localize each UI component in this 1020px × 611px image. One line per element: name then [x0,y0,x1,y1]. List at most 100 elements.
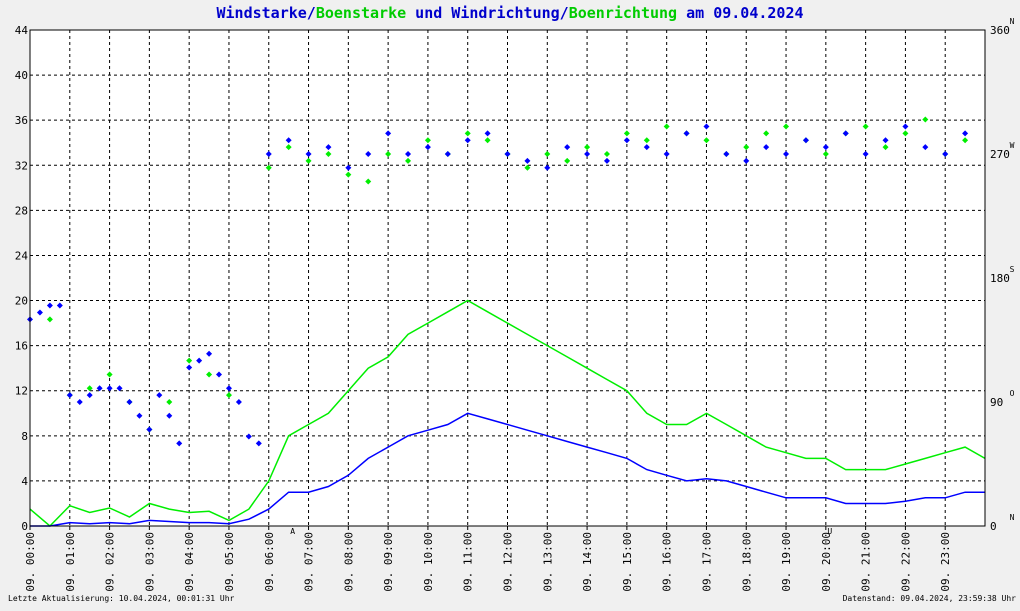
wind-direction-point [444,151,451,157]
gust-direction-point [464,130,471,137]
time-marker-label: A [290,527,295,536]
y-right-direction-label: S [1010,265,1015,274]
gust-direction-point [862,123,869,130]
gust-direction-point [106,371,113,378]
chart-title: Windstarke/Boenstarke und Windrichtung/B… [216,4,803,22]
wind-direction-point [285,137,292,144]
y-left-tick-label: 12 [15,385,28,398]
wind-direction-point [235,399,242,405]
title-part-6: Boenrichtung [569,4,677,22]
y-left-tick-label: 36 [15,114,28,127]
wind-direction-point [196,357,203,364]
wind-direction-point [225,385,232,392]
gust-direction-point [663,123,670,130]
footer-data-status: Datenstand: 09.04.2024, 23:59:38 Uhr [843,594,1017,603]
wind-direction-point [66,392,73,399]
wind-direction-point [206,350,213,357]
wind-direction-point [166,412,173,419]
wind-direction-point [385,130,392,137]
wind-direction-point [56,302,63,309]
gust-direction-point [265,164,272,171]
x-tick-label: 09. 04:00 [183,532,196,592]
title-part-2: Boenstarke [316,4,406,22]
x-tick-label: 09. 23:00 [939,532,952,592]
gust-direction-point [424,137,431,144]
wind-direction-point [325,144,332,151]
gust-direction-point [603,151,610,157]
wind-direction-point [783,151,790,157]
title-part-5: / [560,4,569,22]
wind-line [30,412,985,527]
wind-direction-point [365,151,372,157]
gust-direction-point [743,144,750,151]
wind-direction-point [36,309,43,316]
wind-direction-point [584,151,591,157]
wind-direction-point [743,157,750,164]
title-part-3: und [406,4,451,22]
gust-direction-point [405,157,412,164]
wind-direction-point [544,164,551,171]
wind-direction-point [942,151,949,157]
x-tick-label: 09. 21:00 [860,532,873,592]
x-tick-label: 09. 19:00 [780,532,793,592]
axes: 0481216202428323640440N90O180S270W360N09… [15,17,1015,592]
y-right-direction-label: N [1010,513,1015,522]
y-right-tick-label: 360 [990,24,1010,37]
wind-direction-point [86,392,93,399]
x-tick-label: 09. 17:00 [700,532,713,592]
wind-direction-point [623,137,630,144]
x-tick-label: 09. 10:00 [422,532,435,592]
y-left-tick-label: 32 [15,159,28,172]
title-part-7: am 09.04.2024 [677,4,803,22]
x-tick-label: 09. 15:00 [621,532,634,592]
wind-direction-point [802,137,809,144]
x-tick-label: 09. 20:00 [820,532,833,592]
gust-direction-point [783,123,790,130]
x-tick-label: 09. 05:00 [223,532,236,592]
x-tick-label: 09. 03:00 [143,532,156,592]
gust-series [29,299,986,528]
y-right-tick-label: 180 [990,272,1010,285]
y-right-direction-label: W [1010,141,1015,150]
gust-direction-point [584,144,591,151]
gust-direction-point [544,151,551,157]
y-left-tick-label: 28 [15,204,28,217]
wind-direction-point [524,157,531,164]
gust-direction-point [524,164,531,171]
x-tick-label: 09. 01:00 [64,532,77,592]
gust-direction-point [385,151,392,157]
gust-direction-point [763,130,770,137]
x-tick-label: 09. 00:00 [24,532,37,592]
wind-direction-point [663,151,670,157]
wind-direction-point [116,385,123,392]
grid-lines [29,29,985,527]
y-left-tick-label: 4 [21,475,28,488]
x-tick-label: 09. 07:00 [303,532,316,592]
wind-direction-point [962,130,969,137]
plot-border [29,29,986,527]
gust-direction-point [623,130,630,137]
wind-direction-point [176,440,183,447]
wind-direction-point [822,144,829,151]
gust-direction-point [564,157,571,164]
gust-direction-point [166,399,173,405]
gust-direction-point [484,137,491,144]
gust-direction-point [86,385,93,392]
x-tick-label: 09. 09:00 [382,532,395,592]
gust-direction-point [643,137,650,144]
wind-direction-point [216,371,223,378]
y-left-tick-label: 0 [21,520,28,533]
gust-direction-point [206,371,213,378]
y-right-direction-label: N [1010,17,1015,26]
wind-direction-point [96,385,103,392]
x-tick-label: 09. 16:00 [661,532,674,592]
wind-direction-point [255,440,262,447]
wind-direction-point [146,426,153,433]
x-tick-label: 09. 13:00 [541,532,554,592]
y-right-tick-label: 0 [990,520,997,533]
wind-direction-point [603,157,610,164]
y-right-tick-label: 270 [990,148,1010,161]
x-tick-label: 09. 22:00 [899,532,912,592]
